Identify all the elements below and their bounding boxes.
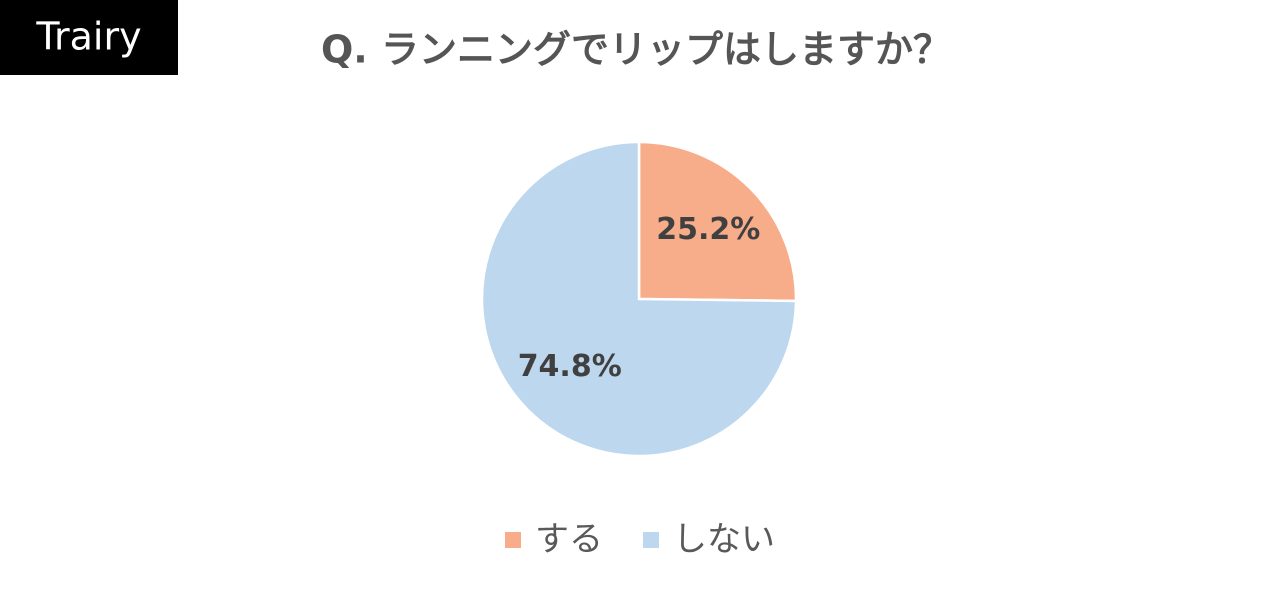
pie-slice (480, 140, 798, 458)
legend-swatch (505, 532, 521, 548)
legend-swatch (643, 532, 659, 548)
legend-label: しない (673, 520, 775, 560)
pie-slice (637, 140, 798, 303)
logo-box (0, 0, 178, 75)
legend-label: する (535, 520, 603, 560)
chart-title: Q. ランニングでリップはしますか？ (321, 28, 951, 72)
logo: Trairy (35, 15, 141, 59)
data-label: 25.2% (656, 212, 760, 247)
data-label: 74.8% (518, 349, 622, 384)
